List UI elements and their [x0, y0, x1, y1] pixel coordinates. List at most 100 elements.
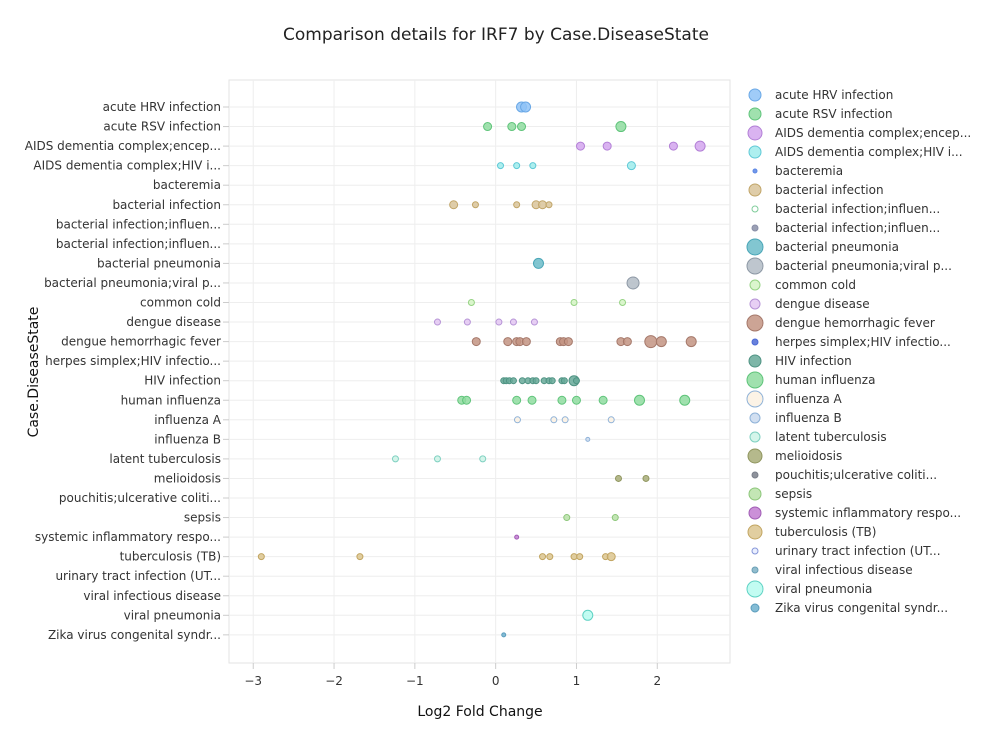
data-point[interactable]	[557, 395, 567, 405]
legend-label[interactable]: tuberculosis (TB)	[775, 525, 876, 539]
legend-marker[interactable]	[751, 547, 759, 555]
legend-label[interactable]: human influenza	[775, 373, 875, 387]
data-point[interactable]	[479, 455, 487, 463]
data-point[interactable]	[467, 299, 475, 306]
data-point[interactable]	[513, 201, 521, 209]
legend-label[interactable]: herpes simplex;HIV infectio...	[775, 335, 951, 349]
data-point[interactable]	[668, 141, 678, 151]
legend-label[interactable]: viral infectious disease	[775, 563, 913, 577]
legend-marker[interactable]	[748, 183, 762, 197]
data-point[interactable]	[622, 337, 632, 347]
data-point[interactable]	[517, 122, 527, 132]
data-point[interactable]	[550, 416, 558, 424]
legend-label[interactable]: influenza A	[775, 392, 843, 406]
data-point[interactable]	[598, 395, 608, 405]
legend-label[interactable]: viral pneumonia	[775, 582, 872, 596]
legend-marker[interactable]	[752, 168, 758, 174]
data-point[interactable]	[563, 514, 571, 522]
data-point[interactable]	[570, 553, 578, 561]
legend-marker[interactable]	[746, 238, 764, 256]
legend-marker[interactable]	[749, 279, 761, 291]
legend-marker[interactable]	[747, 125, 763, 141]
data-point[interactable]	[483, 122, 493, 132]
data-point[interactable]	[548, 377, 556, 385]
legend-label[interactable]: AIDS dementia complex;HIV i...	[775, 145, 963, 159]
data-point[interactable]	[462, 395, 472, 405]
legend-label[interactable]: common cold	[775, 278, 856, 292]
legend-label[interactable]: melioidosis	[775, 449, 842, 463]
legend-label[interactable]: bacteremia	[775, 164, 843, 178]
legend-label[interactable]: latent tuberculosis	[775, 430, 887, 444]
data-point[interactable]	[560, 377, 568, 385]
data-point[interactable]	[356, 553, 364, 561]
data-point[interactable]	[679, 394, 691, 406]
data-point[interactable]	[571, 395, 581, 405]
data-point[interactable]	[614, 474, 622, 482]
legend-label[interactable]: bacterial infection;influen...	[775, 221, 940, 235]
data-point[interactable]	[538, 200, 548, 210]
data-point[interactable]	[570, 299, 578, 306]
data-point[interactable]	[576, 553, 584, 561]
legend-label[interactable]: bacterial infection;influen...	[775, 202, 940, 216]
data-point[interactable]	[607, 416, 615, 424]
data-point[interactable]	[501, 632, 507, 638]
legend-marker[interactable]	[748, 88, 762, 102]
legend-marker[interactable]	[748, 487, 762, 501]
legend-label[interactable]: Zika virus congenital syndr...	[775, 601, 948, 615]
data-point[interactable]	[685, 336, 697, 348]
legend-marker[interactable]	[751, 224, 759, 232]
data-point[interactable]	[527, 395, 537, 405]
legend-label[interactable]: acute RSV infection	[775, 107, 893, 121]
legend-marker[interactable]	[748, 506, 762, 520]
data-point[interactable]	[433, 318, 441, 326]
data-point[interactable]	[602, 141, 612, 151]
legend-marker[interactable]	[746, 257, 764, 275]
data-point[interactable]	[518, 377, 526, 385]
legend-label[interactable]: AIDS dementia complex;encep...	[775, 126, 971, 140]
data-point[interactable]	[509, 377, 517, 385]
data-point[interactable]	[512, 395, 522, 405]
legend-marker[interactable]	[748, 145, 762, 159]
legend-marker[interactable]	[749, 412, 761, 424]
data-point[interactable]	[463, 318, 471, 326]
data-point[interactable]	[582, 609, 594, 621]
data-point[interactable]	[509, 318, 517, 326]
legend-marker[interactable]	[751, 338, 759, 346]
legend-label[interactable]: influenza B	[775, 411, 842, 425]
legend-label[interactable]: bacterial pneumonia;viral p...	[775, 259, 952, 273]
legend-label[interactable]: dengue hemorrhagic fever	[775, 316, 935, 330]
legend-label[interactable]: urinary tract infection (UT...	[775, 544, 941, 558]
data-point[interactable]	[449, 200, 459, 210]
legend-marker[interactable]	[746, 580, 764, 598]
legend-marker[interactable]	[747, 524, 763, 540]
legend-marker[interactable]	[748, 354, 762, 368]
data-point[interactable]	[471, 337, 481, 347]
legend-marker[interactable]	[747, 448, 763, 464]
data-point[interactable]	[513, 162, 521, 170]
data-point[interactable]	[521, 337, 531, 347]
legend-marker[interactable]	[748, 107, 762, 121]
data-point[interactable]	[626, 276, 640, 290]
legend-label[interactable]: bacterial infection	[775, 183, 884, 197]
data-point[interactable]	[520, 101, 532, 113]
data-point[interactable]	[655, 336, 667, 348]
legend-label[interactable]: acute HRV infection	[775, 88, 893, 102]
data-point[interactable]	[572, 377, 580, 385]
data-point[interactable]	[644, 335, 658, 349]
legend-marker[interactable]	[749, 298, 761, 310]
data-point[interactable]	[694, 140, 706, 152]
data-point[interactable]	[642, 474, 650, 482]
data-point[interactable]	[530, 318, 538, 326]
data-point[interactable]	[471, 201, 479, 209]
data-point[interactable]	[257, 553, 265, 561]
legend-marker[interactable]	[751, 566, 759, 574]
data-point[interactable]	[532, 257, 544, 269]
data-point[interactable]	[606, 552, 616, 562]
data-point[interactable]	[514, 534, 520, 540]
legend-label[interactable]: pouchitis;ulcerative coliti...	[775, 468, 937, 482]
data-point[interactable]	[563, 337, 573, 347]
legend-marker[interactable]	[746, 314, 764, 332]
data-point[interactable]	[532, 377, 540, 385]
legend-marker[interactable]	[750, 603, 760, 613]
data-point[interactable]	[626, 161, 636, 171]
